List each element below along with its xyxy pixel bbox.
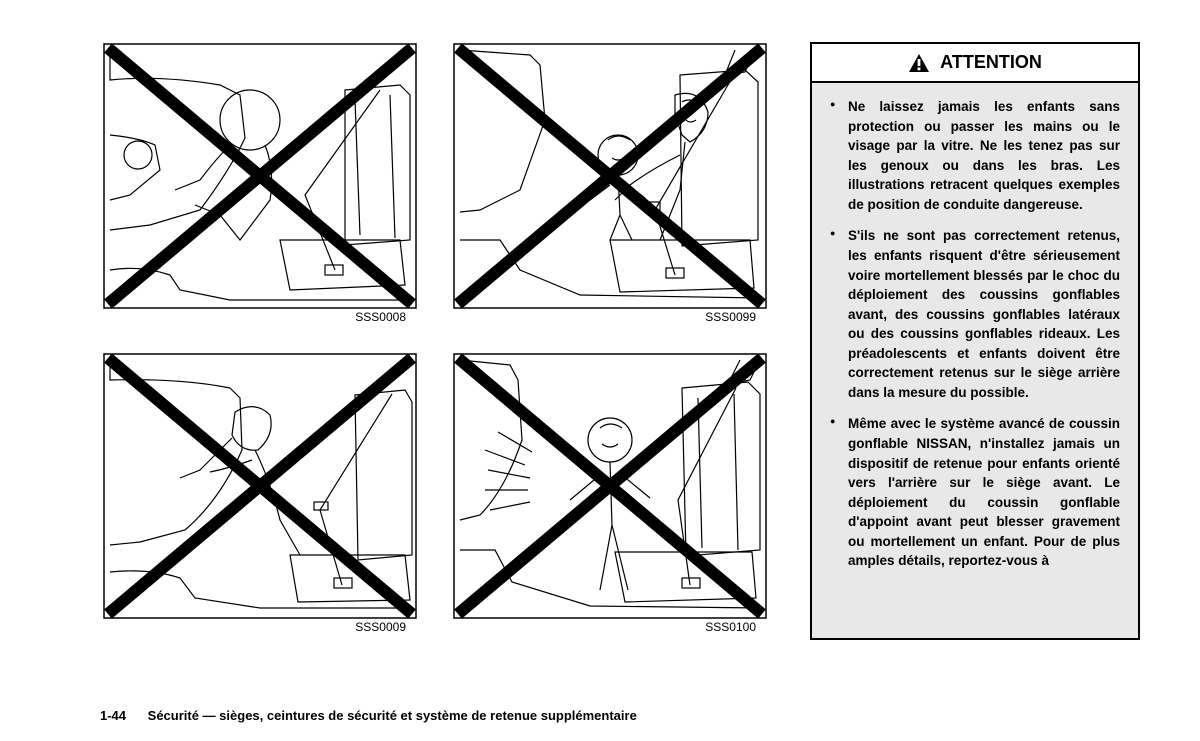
illustration-panel-4: SSS0100 [450,350,770,640]
illustration-grid: SSS0008 [100,40,780,640]
section-title: Sécurité — sièges, ceintures de sécurité… [148,708,637,723]
manual-page: SSS0008 [0,0,1200,640]
dangerous-position-illustration-2 [450,40,770,330]
illustration-panel-2: SSS0099 [450,40,770,330]
warning-bullet: S'ils ne sont pas correctement retenus, … [830,226,1120,402]
warning-triangle-icon [908,53,930,73]
panel-label: SSS0100 [705,620,756,634]
warning-bullet: Ne laissez jamais les enfants sans prote… [830,97,1120,214]
attention-warning-box: ATTENTION Ne laissez jamais les enfants … [810,42,1140,640]
panel-label: SSS0009 [355,620,406,634]
warning-bullet: Même avec le système avancé de coussin g… [830,414,1120,571]
warning-body: Ne laissez jamais les enfants sans prote… [812,83,1138,597]
dangerous-position-illustration-4 [450,350,770,640]
panel-label: SSS0099 [705,310,756,324]
panel-label: SSS0008 [355,310,406,324]
dangerous-position-illustration-3 [100,350,420,640]
illustration-panel-3: SSS0009 [100,350,420,640]
warning-header: ATTENTION [812,44,1138,83]
page-footer: 1-44 Sécurité — sièges, ceintures de séc… [100,708,637,723]
dangerous-position-illustration-1 [100,40,420,330]
illustration-panel-1: SSS0008 [100,40,420,330]
warning-title: ATTENTION [940,52,1042,73]
page-number: 1-44 [100,708,126,723]
